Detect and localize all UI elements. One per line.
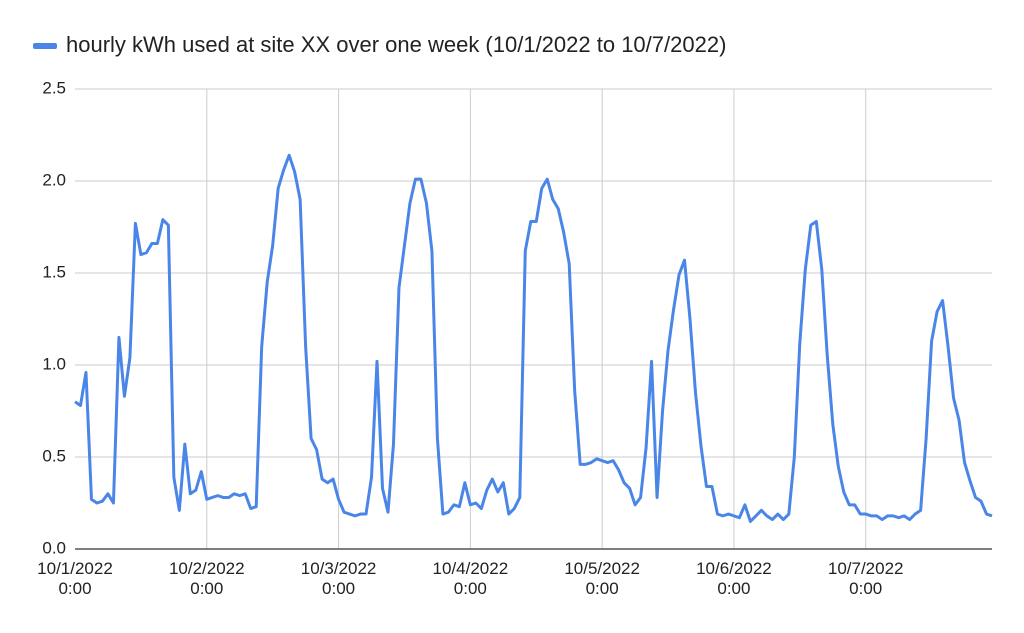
legend-label: hourly kWh used at site XX over one week…	[66, 32, 726, 57]
y-tick-label: 0.5	[42, 446, 66, 465]
x-tick-label: 10/5/2022 0:00	[564, 559, 640, 598]
y-tick-label: 1.0	[42, 354, 66, 373]
y-tick-label: 2.5	[42, 78, 66, 97]
x-tick-label-line: 0:00	[454, 579, 487, 598]
x-tick-label: 10/6/2022 0:00	[696, 559, 772, 598]
x-tick-label-line: 0:00	[586, 579, 619, 598]
x-tick-label-line: 10/4/2022	[433, 559, 509, 578]
x-tick-label: 10/3/2022 0:00	[301, 559, 377, 598]
x-tick-label: 10/4/2022 0:00	[433, 559, 509, 598]
y-tick-label: 0.0	[42, 538, 66, 557]
data-line	[74, 153, 993, 523]
x-tick-label-line: 10/3/2022	[301, 559, 377, 578]
x-tick-label: 10/7/2022 0:00	[828, 559, 904, 598]
x-tick-label-line: 0:00	[190, 579, 223, 598]
x-tick-label-line: 10/6/2022	[696, 559, 772, 578]
y-tick-label: 2.0	[42, 170, 66, 189]
y-tick-label: 1.5	[42, 262, 66, 281]
x-tick-label-line: 10/5/2022	[564, 559, 640, 578]
x-tick-label: 10/2/2022 0:00	[169, 559, 245, 598]
x-tick-label-line: 10/2/2022	[169, 559, 245, 578]
x-tick-label: 10/1/2022 0:00	[37, 559, 113, 598]
x-tick-label-line: 0:00	[58, 579, 91, 598]
x-tick-label-line: 0:00	[717, 579, 750, 598]
x-tick-label-line: 0:00	[322, 579, 355, 598]
x-tick-label-line: 10/7/2022	[828, 559, 904, 578]
legend-swatch	[33, 43, 57, 49]
x-tick-label-line: 0:00	[849, 579, 882, 598]
x-tick-label-line: 10/1/2022	[37, 559, 113, 578]
